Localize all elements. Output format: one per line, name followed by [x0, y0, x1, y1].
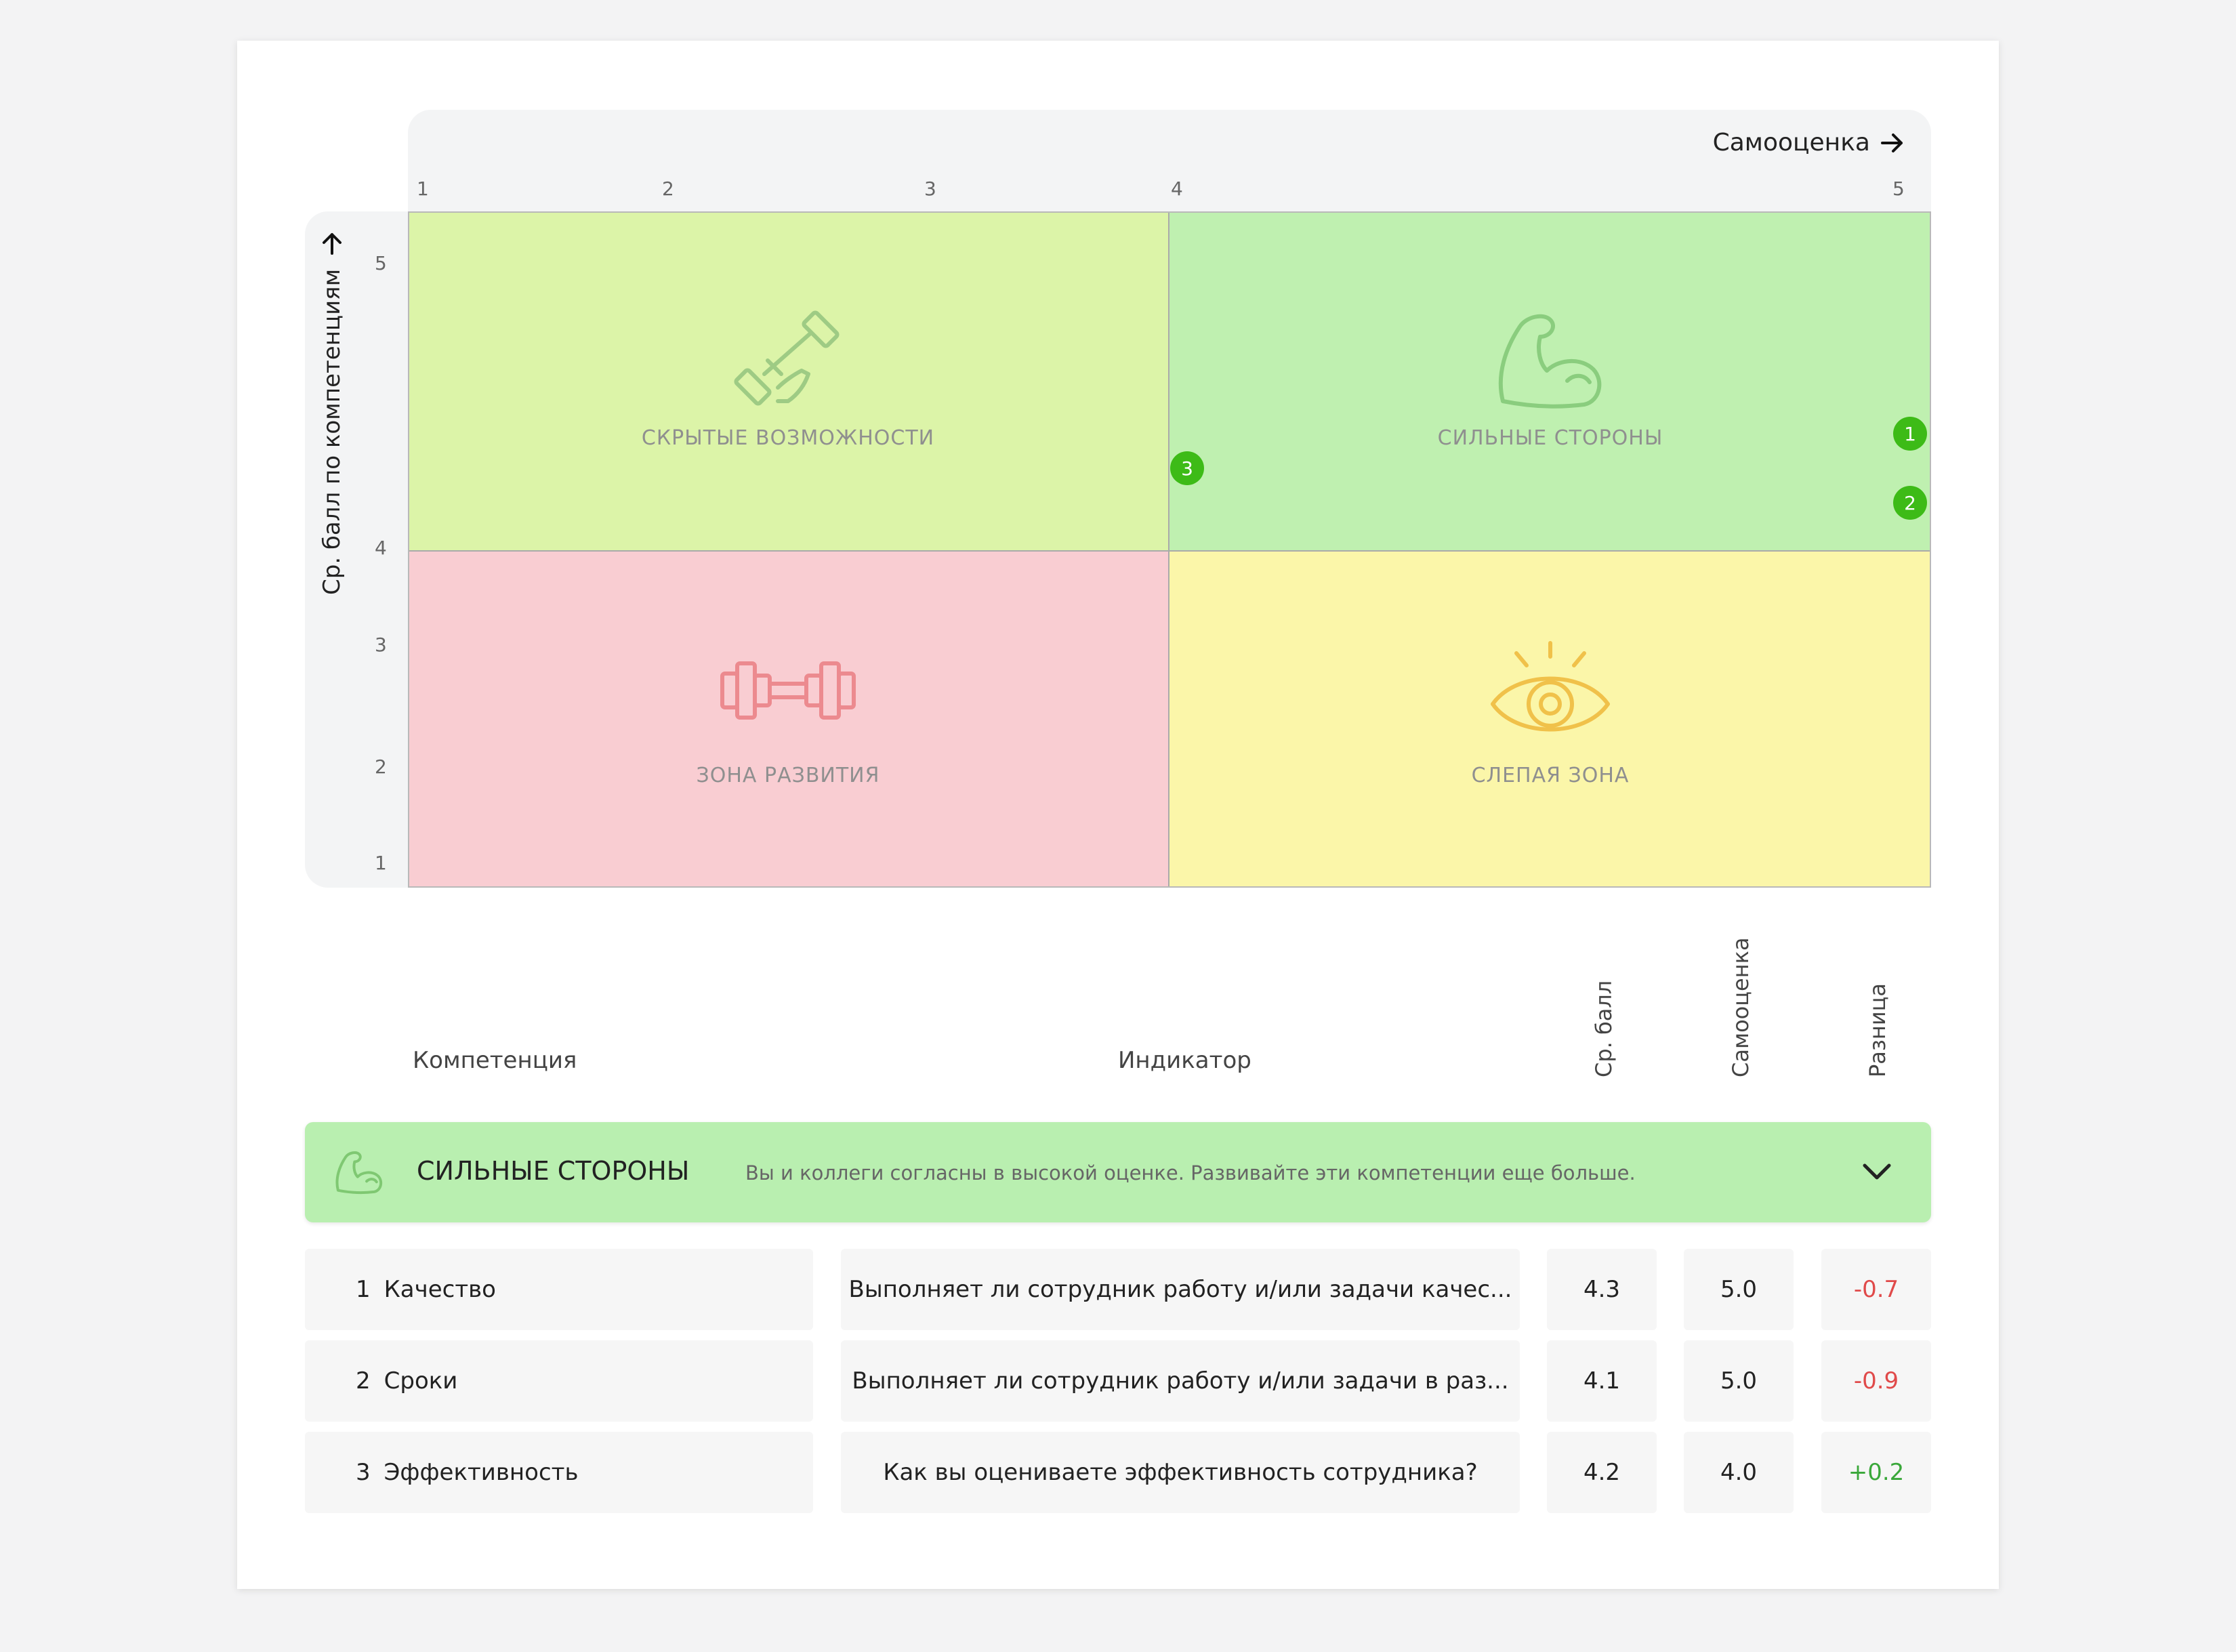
competency-name: Эффективность	[384, 1459, 579, 1486]
group-description: Вы и коллеги согласны в высокой оценке. …	[745, 1161, 1636, 1184]
quadrant-strengths: СИЛЬНЫЕ СТОРОНЫ	[1169, 211, 1931, 550]
quadrant-blind-spot: СЛЕПАЯ ЗОНА	[1169, 552, 1931, 888]
row-number: 3	[356, 1459, 371, 1486]
group-title: СИЛЬНЫЕ СТОРОНЫ	[417, 1156, 690, 1186]
self-score-cell: 5.0	[1684, 1340, 1794, 1422]
indicator-cell[interactable]: Выполняет ли сотрудник работу и/или зада…	[841, 1340, 1520, 1422]
x-tick-4: 4	[1171, 178, 1183, 200]
grid-divider-vertical	[1168, 211, 1169, 888]
y-axis-header	[305, 211, 408, 888]
x-tick-2: 2	[662, 178, 674, 200]
arrow-up-icon	[323, 233, 341, 255]
row-number: 1	[356, 1276, 371, 1303]
table-row-competency[interactable]: 2 Сроки	[305, 1340, 813, 1422]
chevron-down-icon[interactable]	[1862, 1161, 1892, 1182]
column-header-avg: Ср. балл	[1591, 980, 1617, 1077]
quadrant-label: СКРЫТЫЕ ВОЗМОЖНОСТИ	[641, 426, 935, 450]
y-tick-4: 4	[375, 537, 387, 559]
diff-cell: -0.7	[1821, 1249, 1931, 1330]
matrix-point-1[interactable]: 1	[1893, 417, 1927, 451]
quadrant-label: ЗОНА РАЗВИТИЯ	[696, 764, 880, 787]
y-axis-title: Ср. балл по компетенциям	[318, 268, 346, 595]
arrow-right-icon	[1881, 133, 1903, 152]
diff-cell: +0.2	[1821, 1432, 1931, 1513]
y-tick-1: 1	[375, 852, 387, 874]
indicator-cell[interactable]: Выполняет ли сотрудник работу и/или зада…	[841, 1249, 1520, 1330]
group-header-strengths[interactable]: СИЛЬНЫЕ СТОРОНЫ Вы и коллеги согласны в …	[305, 1122, 1931, 1222]
column-header-diff: Разница	[1865, 983, 1890, 1077]
dumbbell-icon	[720, 661, 856, 720]
quadrant-hidden-potential: СКРЫТЫЕ ВОЗМОЖНОСТИ	[408, 211, 1168, 550]
y-tick-2: 2	[375, 756, 387, 778]
matrix-point-2[interactable]: 2	[1893, 486, 1927, 520]
matrix-point-3[interactable]: 3	[1170, 451, 1204, 485]
table-row-competency[interactable]: 3 Эффективность	[305, 1432, 813, 1513]
quadrant-label: СЛЕПАЯ ЗОНА	[1471, 764, 1630, 787]
x-axis-header: Самооценка	[408, 110, 1931, 211]
avg-score-cell: 4.3	[1547, 1249, 1657, 1330]
x-axis-title: Самооценка	[1713, 129, 1904, 157]
x-tick-1: 1	[417, 178, 429, 200]
self-score-cell: 4.0	[1684, 1432, 1794, 1513]
dumbbell-hand-icon	[734, 310, 840, 406]
table-row-competency[interactable]: 1 Качество	[305, 1249, 813, 1330]
x-tick-3: 3	[924, 178, 936, 200]
self-score-cell: 5.0	[1684, 1249, 1794, 1330]
avg-score-cell: 4.2	[1547, 1432, 1657, 1513]
bicep-icon	[335, 1151, 383, 1195]
column-header-indicator: Индикатор	[1118, 1047, 1251, 1074]
y-tick-3: 3	[375, 634, 387, 656]
grid-divider-horizontal	[408, 550, 1931, 552]
quadrant-development-zone: ЗОНА РАЗВИТИЯ	[408, 552, 1168, 888]
x-tick-5: 5	[1892, 178, 1905, 200]
competency-name: Качество	[384, 1276, 496, 1303]
bicep-icon	[1498, 314, 1602, 409]
column-header-competency: Компетенция	[413, 1047, 577, 1074]
quadrant-label: СИЛЬНЫЕ СТОРОНЫ	[1437, 426, 1663, 450]
y-tick-5: 5	[375, 252, 387, 274]
diff-cell: -0.9	[1821, 1340, 1931, 1422]
indicator-cell[interactable]: Как вы оцениваете эффективность сотрудни…	[841, 1432, 1520, 1513]
competency-name: Сроки	[384, 1367, 458, 1395]
eye-icon	[1491, 641, 1610, 732]
avg-score-cell: 4.1	[1547, 1340, 1657, 1422]
row-number: 2	[356, 1367, 371, 1395]
column-header-self: Самооценка	[1728, 937, 1754, 1077]
